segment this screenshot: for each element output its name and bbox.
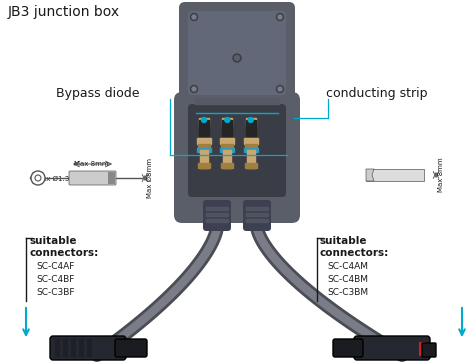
Circle shape bbox=[201, 118, 207, 122]
Circle shape bbox=[31, 171, 45, 185]
Bar bbox=[246, 118, 250, 126]
Bar bbox=[71, 339, 76, 357]
Bar bbox=[197, 138, 211, 144]
Circle shape bbox=[278, 87, 282, 91]
Bar bbox=[79, 339, 84, 357]
Text: SC-C4AF: SC-C4AF bbox=[36, 262, 74, 271]
Bar bbox=[198, 163, 210, 168]
Circle shape bbox=[235, 55, 239, 60]
Bar bbox=[199, 120, 209, 136]
Bar bbox=[245, 144, 256, 148]
Text: conducting strip: conducting strip bbox=[326, 87, 428, 100]
Bar bbox=[198, 144, 210, 148]
Circle shape bbox=[276, 85, 283, 93]
Text: Max Ø8mm: Max Ø8mm bbox=[147, 158, 153, 198]
Bar bbox=[252, 118, 255, 126]
Text: suitable
connectors:: suitable connectors: bbox=[30, 236, 99, 258]
Text: SC-C4AM: SC-C4AM bbox=[327, 262, 368, 271]
Text: Max 8mm: Max 8mm bbox=[74, 161, 109, 167]
Bar bbox=[222, 118, 226, 126]
Circle shape bbox=[225, 118, 230, 122]
Bar bbox=[63, 339, 68, 357]
Bar bbox=[195, 98, 279, 104]
Text: Bypass diode: Bypass diode bbox=[56, 87, 139, 100]
Bar bbox=[206, 219, 228, 222]
Circle shape bbox=[276, 13, 283, 21]
Bar bbox=[221, 163, 233, 168]
Bar bbox=[244, 148, 258, 152]
Bar bbox=[205, 118, 209, 126]
FancyBboxPatch shape bbox=[354, 336, 430, 360]
FancyBboxPatch shape bbox=[115, 339, 147, 357]
Circle shape bbox=[191, 85, 198, 93]
Circle shape bbox=[278, 15, 282, 19]
FancyBboxPatch shape bbox=[50, 336, 126, 360]
Bar bbox=[246, 207, 268, 210]
Bar bbox=[206, 213, 228, 216]
FancyBboxPatch shape bbox=[174, 92, 300, 223]
Bar bbox=[246, 150, 255, 168]
Text: Max 8mm: Max 8mm bbox=[438, 158, 444, 192]
Bar bbox=[199, 118, 203, 126]
Bar bbox=[246, 213, 268, 216]
Circle shape bbox=[192, 87, 196, 91]
Polygon shape bbox=[366, 169, 374, 181]
Circle shape bbox=[191, 13, 198, 21]
FancyBboxPatch shape bbox=[69, 171, 116, 185]
Text: JB3 junction box: JB3 junction box bbox=[8, 5, 120, 19]
FancyBboxPatch shape bbox=[243, 200, 271, 231]
Circle shape bbox=[233, 54, 241, 62]
Text: SC-C3BF: SC-C3BF bbox=[36, 288, 74, 297]
Text: SC-C4BM: SC-C4BM bbox=[327, 275, 368, 284]
Text: Max Ø1.3mm: Max Ø1.3mm bbox=[36, 176, 83, 182]
FancyBboxPatch shape bbox=[179, 2, 295, 104]
Circle shape bbox=[35, 175, 41, 181]
Bar bbox=[220, 148, 234, 152]
Bar bbox=[245, 163, 256, 168]
Bar bbox=[55, 339, 60, 357]
Bar bbox=[206, 207, 228, 210]
FancyBboxPatch shape bbox=[188, 104, 286, 197]
Bar bbox=[222, 120, 232, 136]
FancyBboxPatch shape bbox=[188, 11, 286, 95]
Bar bbox=[246, 219, 268, 222]
Bar bbox=[87, 339, 92, 357]
Bar bbox=[221, 144, 233, 148]
FancyBboxPatch shape bbox=[333, 339, 363, 357]
Bar bbox=[108, 172, 115, 184]
Text: suitable
connectors:: suitable connectors: bbox=[320, 236, 389, 258]
Bar bbox=[223, 150, 231, 168]
Circle shape bbox=[248, 118, 253, 122]
Bar bbox=[200, 150, 208, 168]
Bar bbox=[246, 120, 255, 136]
Bar bbox=[220, 138, 234, 144]
Bar bbox=[419, 342, 426, 356]
Text: SC-C3BM: SC-C3BM bbox=[327, 288, 368, 297]
Bar bbox=[366, 169, 424, 181]
Circle shape bbox=[192, 15, 196, 19]
Bar bbox=[228, 118, 232, 126]
Bar bbox=[197, 148, 211, 152]
Bar bbox=[244, 138, 258, 144]
FancyBboxPatch shape bbox=[422, 343, 436, 357]
Text: SC-C4BF: SC-C4BF bbox=[36, 275, 74, 284]
FancyBboxPatch shape bbox=[203, 200, 231, 231]
